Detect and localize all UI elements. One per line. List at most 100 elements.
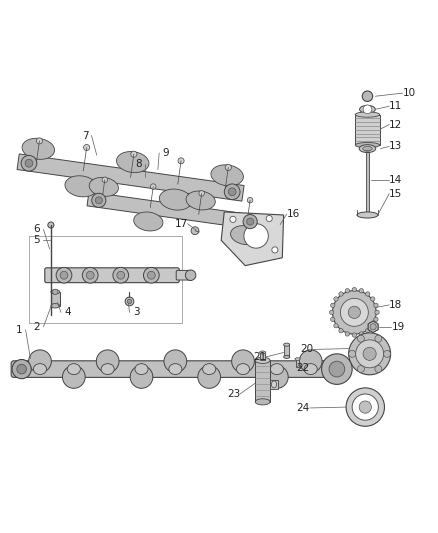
Circle shape [125, 297, 134, 306]
Circle shape [346, 388, 385, 426]
Text: 18: 18 [389, 300, 403, 310]
Ellipse shape [101, 364, 114, 375]
Circle shape [272, 247, 278, 253]
Text: 13: 13 [389, 141, 403, 151]
Ellipse shape [255, 357, 270, 364]
Text: 7: 7 [81, 131, 88, 141]
Circle shape [334, 324, 338, 328]
Circle shape [334, 297, 338, 301]
Text: 2: 2 [34, 322, 40, 332]
Text: 5: 5 [34, 235, 40, 245]
Circle shape [266, 215, 272, 222]
Circle shape [247, 197, 253, 203]
Ellipse shape [67, 364, 81, 375]
Ellipse shape [360, 106, 375, 113]
Circle shape [331, 303, 335, 308]
Circle shape [332, 290, 376, 334]
Ellipse shape [65, 176, 97, 197]
Circle shape [352, 394, 378, 420]
Circle shape [349, 333, 391, 375]
Circle shape [359, 332, 364, 336]
Text: 10: 10 [403, 88, 416, 98]
Ellipse shape [134, 212, 163, 231]
Text: 8: 8 [135, 159, 141, 169]
Circle shape [371, 297, 375, 301]
Ellipse shape [89, 177, 118, 196]
Circle shape [375, 366, 382, 373]
Ellipse shape [363, 94, 372, 99]
Ellipse shape [260, 351, 266, 354]
Circle shape [178, 158, 184, 164]
Circle shape [374, 317, 378, 321]
Bar [260, 352, 265, 360]
Text: 19: 19 [392, 322, 405, 332]
Ellipse shape [135, 364, 148, 375]
Circle shape [12, 359, 31, 379]
Circle shape [359, 288, 364, 293]
Circle shape [340, 298, 368, 326]
Circle shape [339, 328, 343, 333]
Circle shape [345, 288, 350, 293]
Circle shape [329, 310, 334, 314]
Circle shape [60, 271, 68, 279]
Circle shape [82, 268, 98, 283]
Text: 15: 15 [389, 189, 403, 199]
FancyBboxPatch shape [45, 268, 179, 282]
Circle shape [53, 289, 58, 294]
Circle shape [113, 268, 129, 283]
Text: 22: 22 [297, 363, 310, 373]
Circle shape [95, 197, 102, 204]
Circle shape [375, 310, 379, 314]
Ellipse shape [203, 364, 216, 375]
Circle shape [375, 335, 382, 342]
Ellipse shape [295, 358, 300, 360]
Circle shape [370, 324, 376, 330]
Circle shape [102, 177, 108, 182]
Bar [270, 380, 278, 389]
Polygon shape [17, 154, 244, 201]
Ellipse shape [284, 356, 290, 358]
Circle shape [25, 159, 33, 167]
Ellipse shape [28, 350, 51, 373]
Ellipse shape [237, 364, 250, 375]
Bar [51, 292, 60, 306]
Circle shape [357, 366, 364, 373]
Circle shape [359, 401, 371, 413]
Polygon shape [368, 321, 378, 333]
Ellipse shape [96, 350, 119, 373]
Polygon shape [221, 212, 284, 265]
Text: 20: 20 [300, 344, 313, 354]
Ellipse shape [130, 366, 153, 389]
Circle shape [348, 306, 360, 318]
Circle shape [228, 188, 236, 196]
Circle shape [21, 156, 37, 171]
Circle shape [371, 324, 375, 328]
Ellipse shape [255, 399, 270, 405]
Circle shape [384, 350, 391, 357]
Ellipse shape [164, 350, 187, 373]
Bar [296, 359, 299, 367]
Ellipse shape [186, 191, 215, 210]
Circle shape [329, 361, 345, 377]
Text: 14: 14 [389, 175, 403, 185]
Circle shape [243, 215, 257, 229]
Circle shape [84, 144, 90, 151]
Circle shape [352, 333, 357, 337]
Text: 17: 17 [174, 219, 187, 229]
Ellipse shape [357, 212, 378, 218]
Ellipse shape [272, 381, 277, 388]
Ellipse shape [284, 343, 290, 346]
Ellipse shape [51, 304, 60, 308]
Ellipse shape [304, 364, 317, 375]
Ellipse shape [270, 364, 283, 375]
Text: 3: 3 [133, 308, 139, 317]
Circle shape [321, 354, 352, 384]
Circle shape [224, 184, 240, 200]
Bar [355, 115, 380, 145]
FancyBboxPatch shape [11, 361, 348, 377]
Circle shape [199, 191, 205, 196]
Circle shape [56, 268, 72, 283]
Ellipse shape [63, 366, 85, 389]
Circle shape [352, 287, 357, 292]
Ellipse shape [355, 142, 380, 148]
